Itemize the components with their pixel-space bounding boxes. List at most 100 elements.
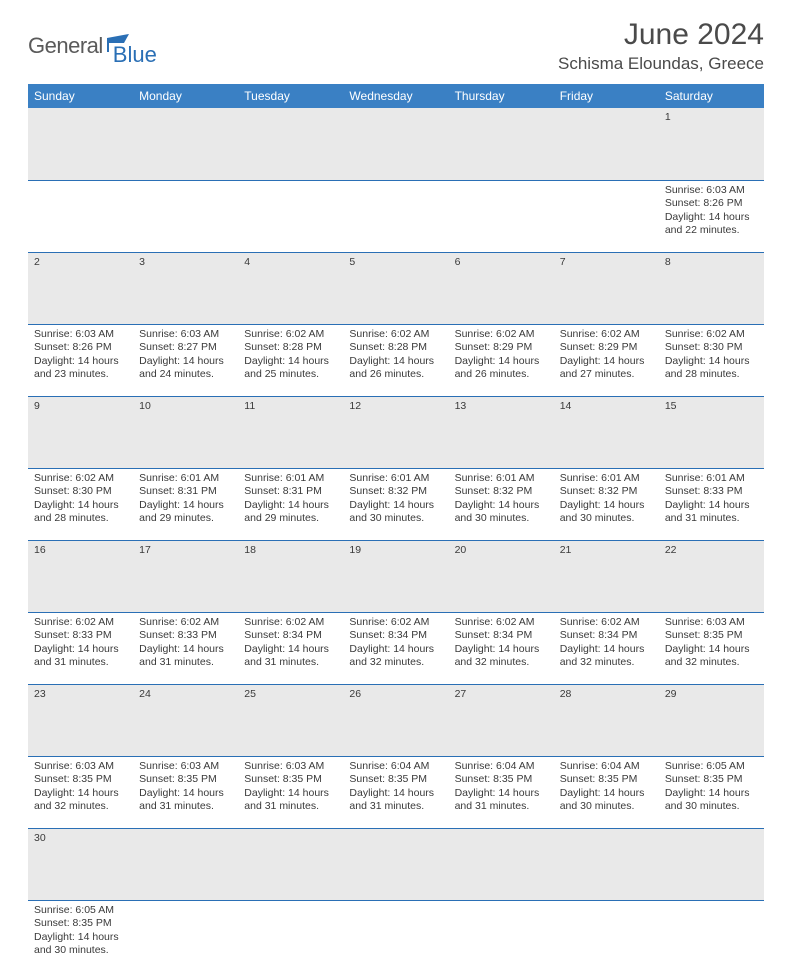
sunset-text: Sunset: 8:34 PM — [349, 629, 442, 643]
daylight-text-2: and 30 minutes. — [455, 512, 548, 526]
daylight-text-2: and 32 minutes. — [665, 656, 758, 670]
day-content-cell — [449, 180, 554, 252]
day-content-row: Sunrise: 6:05 AMSunset: 8:35 PMDaylight:… — [28, 900, 764, 972]
daylight-text-2: and 28 minutes. — [34, 512, 127, 526]
weekday-header: Tuesday — [238, 84, 343, 108]
month-title: June 2024 — [558, 18, 764, 52]
sunrise-text: Sunrise: 6:01 AM — [139, 472, 232, 486]
day-number-cell — [238, 108, 343, 180]
sunset-text: Sunset: 8:35 PM — [34, 773, 127, 787]
sunset-text: Sunset: 8:35 PM — [665, 629, 758, 643]
daylight-text-1: Daylight: 14 hours — [455, 499, 548, 513]
day-number-cell — [133, 828, 238, 900]
day-content-cell: Sunrise: 6:02 AMSunset: 8:29 PMDaylight:… — [449, 324, 554, 396]
day-number-cell: 23 — [28, 684, 133, 756]
daylight-text-2: and 29 minutes. — [139, 512, 232, 526]
day-content-row: Sunrise: 6:03 AMSunset: 8:26 PMDaylight:… — [28, 324, 764, 396]
day-number-row: 30 — [28, 828, 764, 900]
daylight-text-2: and 31 minutes. — [349, 800, 442, 814]
day-content-cell: Sunrise: 6:01 AMSunset: 8:32 PMDaylight:… — [343, 468, 448, 540]
daylight-text-2: and 30 minutes. — [560, 800, 653, 814]
day-number-cell — [343, 108, 448, 180]
sunset-text: Sunset: 8:35 PM — [244, 773, 337, 787]
sunset-text: Sunset: 8:34 PM — [455, 629, 548, 643]
day-content-cell — [343, 900, 448, 972]
location: Schisma Eloundas, Greece — [558, 54, 764, 74]
daylight-text-1: Daylight: 14 hours — [139, 355, 232, 369]
sunset-text: Sunset: 8:31 PM — [244, 485, 337, 499]
logo: General Blue — [28, 24, 157, 68]
sunrise-text: Sunrise: 6:05 AM — [665, 760, 758, 774]
daylight-text-1: Daylight: 14 hours — [665, 499, 758, 513]
title-block: June 2024 Schisma Eloundas, Greece — [558, 18, 764, 74]
sunrise-text: Sunrise: 6:04 AM — [455, 760, 548, 774]
sunset-text: Sunset: 8:27 PM — [139, 341, 232, 355]
calendar-table: SundayMondayTuesdayWednesdayThursdayFrid… — [28, 84, 764, 972]
day-number-cell — [449, 108, 554, 180]
day-number-cell — [238, 828, 343, 900]
day-number-cell: 15 — [659, 396, 764, 468]
sunrise-text: Sunrise: 6:02 AM — [34, 472, 127, 486]
sunrise-text: Sunrise: 6:03 AM — [665, 616, 758, 630]
sunset-text: Sunset: 8:33 PM — [34, 629, 127, 643]
daylight-text-2: and 30 minutes. — [560, 512, 653, 526]
daylight-text-1: Daylight: 14 hours — [455, 787, 548, 801]
day-content-cell: Sunrise: 6:02 AMSunset: 8:34 PMDaylight:… — [554, 612, 659, 684]
daylight-text-1: Daylight: 14 hours — [665, 787, 758, 801]
sunrise-text: Sunrise: 6:03 AM — [665, 184, 758, 198]
day-content-cell: Sunrise: 6:03 AMSunset: 8:35 PMDaylight:… — [659, 612, 764, 684]
day-content-cell: Sunrise: 6:02 AMSunset: 8:34 PMDaylight:… — [449, 612, 554, 684]
daylight-text-1: Daylight: 14 hours — [34, 355, 127, 369]
daylight-text-2: and 32 minutes. — [560, 656, 653, 670]
daylight-text-1: Daylight: 14 hours — [455, 355, 548, 369]
sunrise-text: Sunrise: 6:02 AM — [349, 616, 442, 630]
day-number-cell: 21 — [554, 540, 659, 612]
daylight-text-2: and 31 minutes. — [139, 800, 232, 814]
daylight-text-1: Daylight: 14 hours — [665, 211, 758, 225]
sunset-text: Sunset: 8:35 PM — [349, 773, 442, 787]
daylight-text-1: Daylight: 14 hours — [34, 931, 127, 945]
day-content-cell: Sunrise: 6:03 AMSunset: 8:26 PMDaylight:… — [28, 324, 133, 396]
day-number-cell: 29 — [659, 684, 764, 756]
sunrise-text: Sunrise: 6:03 AM — [34, 760, 127, 774]
day-content-cell: Sunrise: 6:05 AMSunset: 8:35 PMDaylight:… — [659, 756, 764, 828]
day-number-cell: 20 — [449, 540, 554, 612]
day-content-cell — [133, 900, 238, 972]
day-number-cell: 1 — [659, 108, 764, 180]
day-content-cell: Sunrise: 6:02 AMSunset: 8:30 PMDaylight:… — [659, 324, 764, 396]
day-content-cell: Sunrise: 6:02 AMSunset: 8:34 PMDaylight:… — [238, 612, 343, 684]
sunset-text: Sunset: 8:33 PM — [139, 629, 232, 643]
sunrise-text: Sunrise: 6:02 AM — [349, 328, 442, 342]
day-content-cell — [133, 180, 238, 252]
day-content-cell: Sunrise: 6:01 AMSunset: 8:31 PMDaylight:… — [133, 468, 238, 540]
daylight-text-1: Daylight: 14 hours — [34, 643, 127, 657]
sunrise-text: Sunrise: 6:03 AM — [34, 328, 127, 342]
day-content-cell: Sunrise: 6:02 AMSunset: 8:33 PMDaylight:… — [133, 612, 238, 684]
sunrise-text: Sunrise: 6:02 AM — [455, 616, 548, 630]
daylight-text-2: and 32 minutes. — [349, 656, 442, 670]
day-content-cell — [238, 180, 343, 252]
day-content-cell: Sunrise: 6:01 AMSunset: 8:32 PMDaylight:… — [554, 468, 659, 540]
day-content-cell: Sunrise: 6:03 AMSunset: 8:27 PMDaylight:… — [133, 324, 238, 396]
day-number-cell: 10 — [133, 396, 238, 468]
day-number-cell: 14 — [554, 396, 659, 468]
sunset-text: Sunset: 8:34 PM — [560, 629, 653, 643]
day-content-cell: Sunrise: 6:02 AMSunset: 8:33 PMDaylight:… — [28, 612, 133, 684]
daylight-text-2: and 30 minutes. — [665, 800, 758, 814]
sunrise-text: Sunrise: 6:02 AM — [244, 328, 337, 342]
daylight-text-1: Daylight: 14 hours — [139, 643, 232, 657]
day-content-row: Sunrise: 6:02 AMSunset: 8:30 PMDaylight:… — [28, 468, 764, 540]
daylight-text-1: Daylight: 14 hours — [139, 787, 232, 801]
day-content-cell — [449, 900, 554, 972]
sunset-text: Sunset: 8:33 PM — [665, 485, 758, 499]
logo-text-blue: Blue — [113, 42, 157, 68]
day-content-cell: Sunrise: 6:03 AMSunset: 8:35 PMDaylight:… — [28, 756, 133, 828]
sunrise-text: Sunrise: 6:03 AM — [139, 760, 232, 774]
daylight-text-1: Daylight: 14 hours — [34, 499, 127, 513]
day-content-cell — [238, 900, 343, 972]
sunrise-text: Sunrise: 6:02 AM — [560, 328, 653, 342]
day-content-cell: Sunrise: 6:03 AMSunset: 8:35 PMDaylight:… — [238, 756, 343, 828]
day-number-cell — [554, 828, 659, 900]
day-content-cell: Sunrise: 6:02 AMSunset: 8:34 PMDaylight:… — [343, 612, 448, 684]
weekday-header: Monday — [133, 84, 238, 108]
